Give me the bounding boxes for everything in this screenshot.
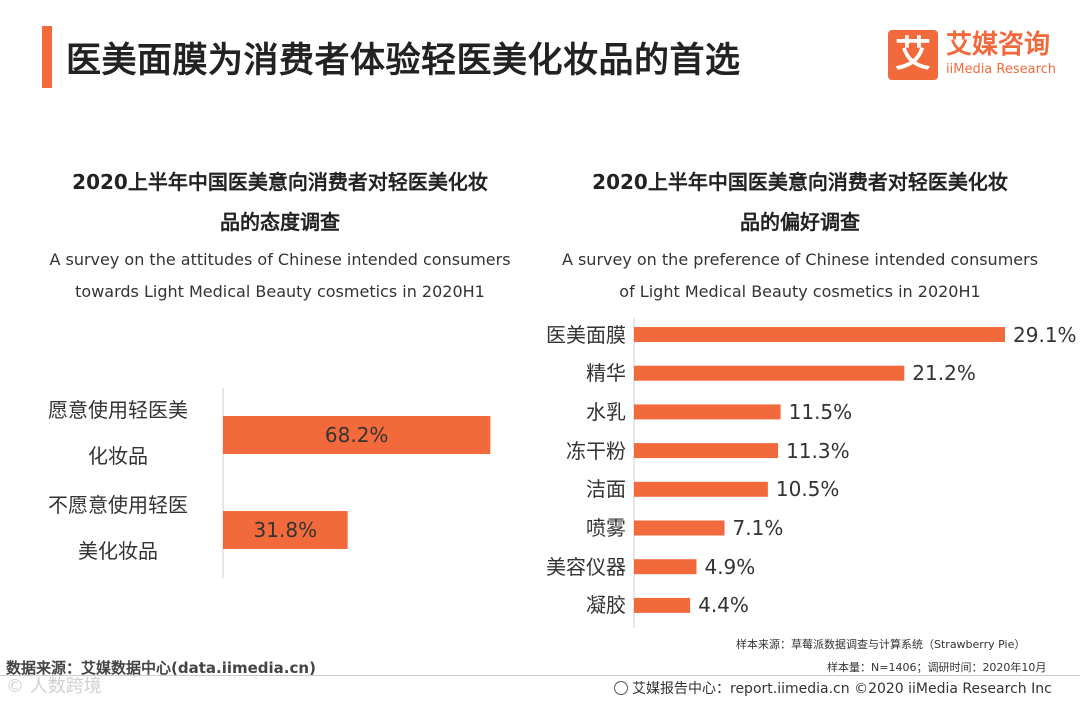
logo-chinese-text: 艾媒咨询: [946, 30, 1051, 60]
right-value-label: 4.4%: [698, 593, 749, 618]
watermark: © 人数跨境: [6, 676, 102, 697]
right-value-label: 7.1%: [732, 516, 784, 540]
right-category-label: 美容仪器: [546, 554, 626, 579]
right-bar: [634, 443, 779, 459]
right-chart-subtitle-line1: A survey on the preference of Chinese in…: [561, 250, 1039, 269]
footer: 艾媒报告中心：report.iimedia.cn ©2020 iiMedia R…: [614, 678, 1052, 698]
right-category-label: 洁面: [586, 477, 626, 502]
right-bar: [634, 404, 781, 420]
right-chart-title-line2: 品的偏好调查: [740, 210, 860, 234]
right-category-label: 喷雾: [586, 516, 626, 540]
data-source: 数据来源：艾媒数据中心(data.iimedia.cn): [6, 659, 316, 677]
right-category-label: 医美面膜: [546, 322, 626, 347]
title-accent-bar: [42, 26, 52, 88]
right-bar: [634, 365, 905, 381]
right-category-label: 冻干粉: [566, 438, 626, 463]
right-category-label: 凝胶: [586, 593, 626, 618]
right-value-label: 11.5%: [788, 399, 853, 424]
page-title: 医美面膜为消费者体验轻医美化妆品的首选: [66, 41, 741, 81]
right-value-label: 21.2%: [912, 361, 976, 386]
left-category-willing-line1: 愿意使用轻医美: [48, 398, 188, 422]
right-bar: [634, 597, 691, 613]
right-category-label: 水乳: [586, 399, 626, 424]
left-value-label-unwilling: 31.8%: [253, 518, 318, 542]
right-value-label: 4.9%: [704, 554, 756, 579]
left-chart-subtitle-line1: A survey on the attitudes of Chinese int…: [49, 250, 511, 269]
left-bar-willing: [223, 416, 491, 454]
left-bar-unwilling: [223, 511, 348, 549]
right-chart-subtitle-line2: of Light Medical Beauty cosmetics in 202…: [619, 282, 981, 301]
iimedia-logo: 艾 艾媒咨询 iiMedia Research: [888, 30, 1068, 82]
left-chart-title-line1: 2020上半年中国医美意向消费者对轻医美化妆: [72, 170, 488, 194]
logo-mark-icon: 艾: [888, 30, 938, 80]
right-value-label: 11.3%: [786, 438, 850, 463]
right-bar: [634, 520, 725, 536]
footer-divider: [0, 675, 1080, 676]
left-category-unwilling-line1: 不愿意使用轻医: [48, 493, 188, 517]
left-category-willing-line2: 化妆品: [88, 444, 148, 468]
right-bar: [634, 481, 768, 497]
right-category-label: 精华: [586, 361, 626, 386]
footer-text: 艾媒报告中心：report.iimedia.cn ©2020 iiMedia R…: [632, 681, 1052, 697]
sample-size-note: 样本量：N=1406；调研时间：2020年10月: [827, 661, 1047, 674]
left-value-label-willing: 68.2%: [324, 423, 389, 447]
left-category-unwilling-line2: 美化妆品: [78, 539, 158, 563]
right-bar: [634, 327, 1006, 342]
sample-source-note: 样本来源：草莓派数据调查与计算系统（Strawberry Pie）: [736, 638, 1026, 651]
logo-english-text: iiMedia Research: [946, 62, 1057, 77]
right-value-label: 10.5%: [775, 477, 840, 502]
left-chart-subtitle-line2: towards Light Medical Beauty cosmetics i…: [75, 282, 485, 301]
right-value-label: 29.1%: [1013, 322, 1077, 347]
globe-icon: [614, 681, 628, 695]
right-bar: [634, 559, 697, 575]
right-chart-title-line1: 2020上半年中国医美意向消费者对轻医美化妆: [592, 170, 1008, 194]
left-chart-title-line2: 品的态度调查: [220, 210, 340, 234]
